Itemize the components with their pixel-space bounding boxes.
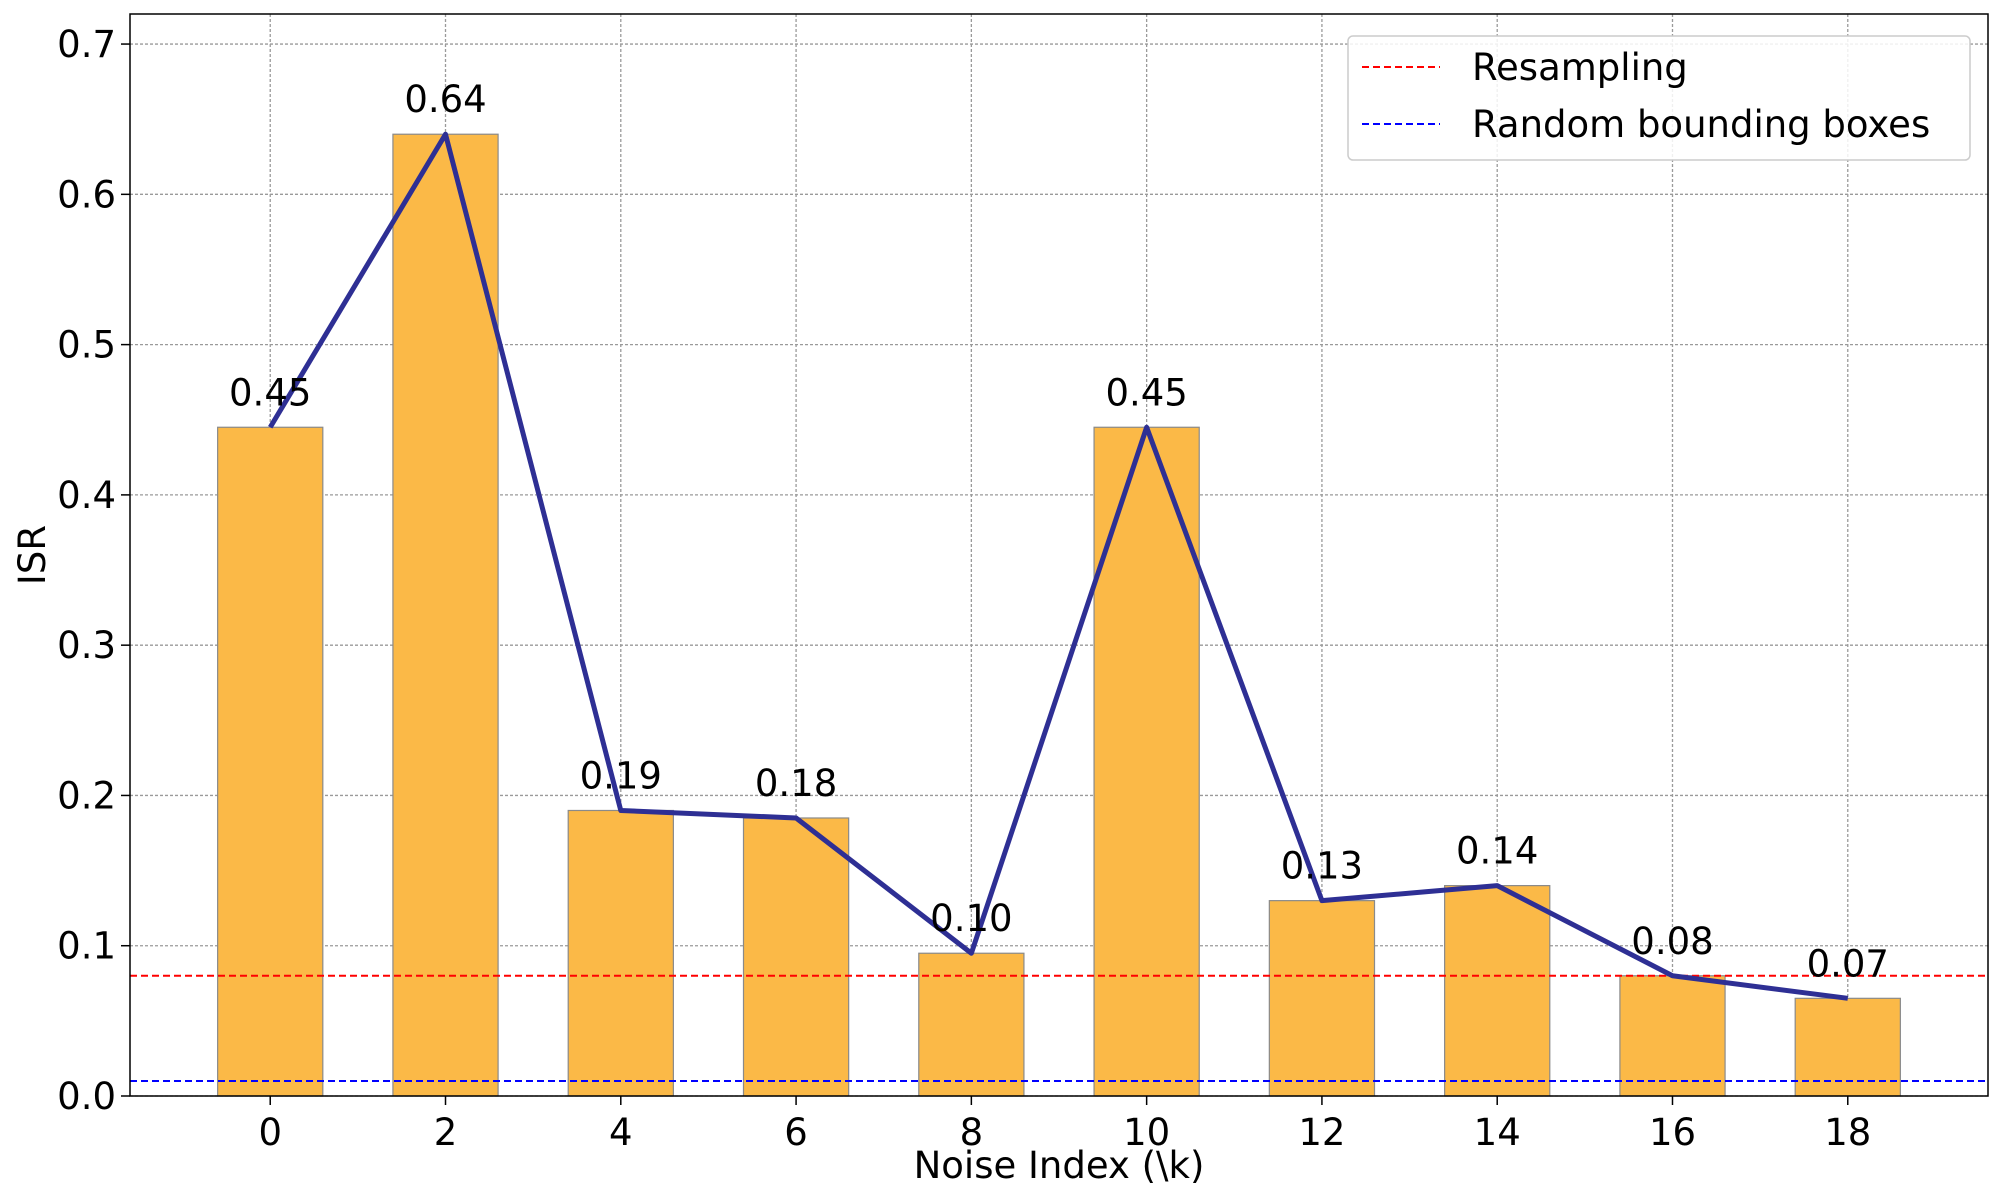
x-tick-label-16: 16 <box>1649 1111 1696 1154</box>
trend-line-layer <box>268 131 1849 1001</box>
data-label-12: 0.13 <box>1281 845 1363 888</box>
data-label-10: 0.45 <box>1105 371 1187 414</box>
x-axis-label: Noise Index (\k) <box>914 1144 1205 1187</box>
legend-label-random-bounding-boxes: Random bounding boxes <box>1472 103 1930 146</box>
bar-16 <box>1619 975 1726 1097</box>
x-tick-label-18: 18 <box>1824 1111 1871 1154</box>
x-axis-ticks: 0 2 4 6 8 10 12 14 16 18 <box>258 1096 1871 1154</box>
data-label-14: 0.14 <box>1456 830 1538 873</box>
y-tick-label-0.6: 0.6 <box>57 173 116 216</box>
data-label-0: 0.45 <box>229 371 311 414</box>
data-label-4: 0.19 <box>580 754 662 797</box>
reference-lines <box>130 974 1988 1082</box>
data-labels: 0.45 0.64 0.19 0.18 0.10 0.45 0.13 0.14 0.08 0.07 <box>229 78 1889 985</box>
y-axis-label: ISR <box>11 525 54 585</box>
data-label-16: 0.08 <box>1631 920 1713 963</box>
y-tick-label-0.4: 0.4 <box>57 474 116 517</box>
bar-14 <box>1444 885 1551 1097</box>
x-tick-label-6: 6 <box>784 1111 808 1154</box>
x-tick-label-10: 10 <box>1123 1111 1170 1154</box>
x-tick-label-0: 0 <box>258 1111 282 1154</box>
legend-label-resampling: Resampling <box>1472 46 1688 89</box>
plot-frame <box>129 13 1989 1097</box>
bar-8 <box>918 952 1025 1097</box>
bar-12 <box>1268 900 1376 1097</box>
y-tick-label-0.3: 0.3 <box>57 624 116 667</box>
y-tick-label-0.7: 0.7 <box>57 23 116 66</box>
bar-4 <box>567 809 674 1097</box>
legend-box <box>1347 35 1971 161</box>
y-tick-label-0.0: 0.0 <box>57 1075 116 1118</box>
trend-line <box>268 131 1849 1001</box>
y-tick-label-0.2: 0.2 <box>57 774 116 817</box>
x-tick-label-2: 2 <box>434 1111 458 1154</box>
bar-2 <box>392 133 499 1097</box>
data-label-2: 0.64 <box>404 78 486 121</box>
data-label-18: 0.07 <box>1807 942 1889 985</box>
x-tick-label-12: 12 <box>1298 1111 1345 1154</box>
y-tick-label-0.1: 0.1 <box>57 925 116 968</box>
data-label-6: 0.18 <box>755 762 837 805</box>
x-tick-label-4: 4 <box>609 1111 633 1154</box>
data-label-8: 0.10 <box>930 897 1012 940</box>
y-axis-ticks: 0.0 0.1 0.2 0.3 0.4 0.5 0.6 0.7 <box>57 23 130 1118</box>
legend: Resampling Random bounding boxes <box>1347 35 1971 161</box>
bar-18 <box>1794 997 1901 1097</box>
bar-0 <box>217 426 324 1097</box>
y-tick-label-0.5: 0.5 <box>57 324 116 367</box>
x-tick-label-14: 14 <box>1474 1111 1521 1154</box>
bar-6 <box>742 817 850 1097</box>
x-tick-label-8: 8 <box>960 1111 984 1154</box>
